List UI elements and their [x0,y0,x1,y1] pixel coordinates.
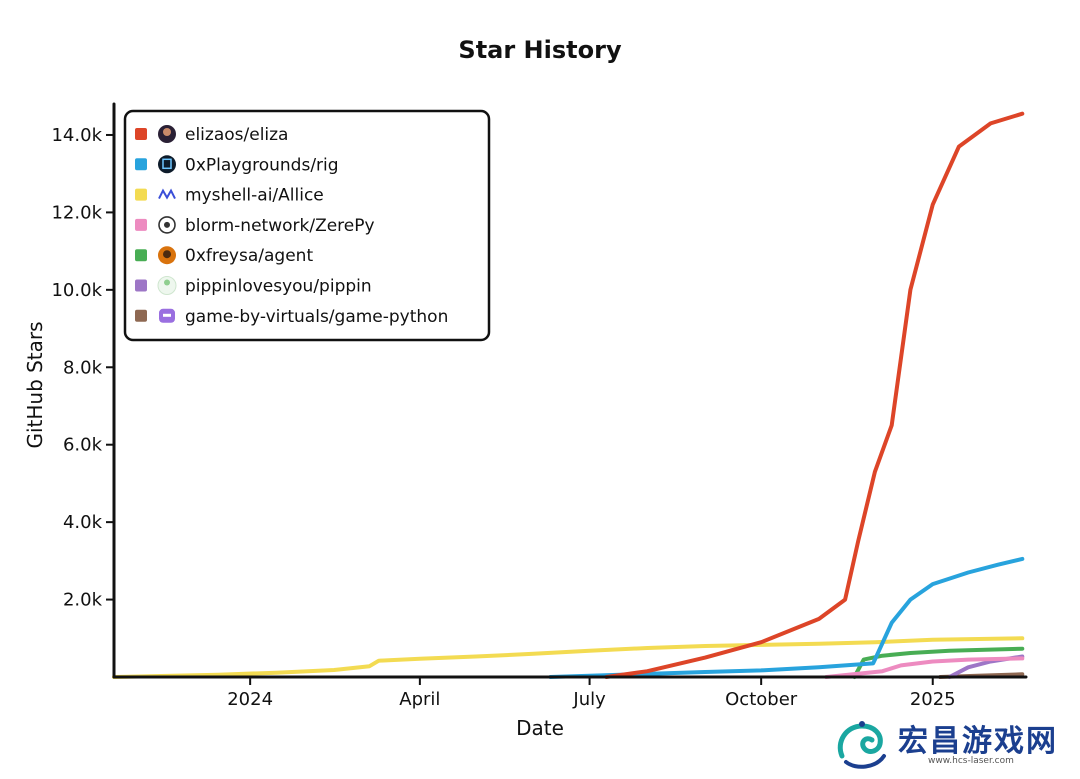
y-tick-label: 14.0k [51,125,102,146]
legend-swatch [135,128,147,140]
legend: elizaos/eliza 0xPlaygrounds/rig myshell-ai… [123,109,491,342]
zerepy-logo-icon [158,216,176,234]
legend-label: pippinlovesyou/pippin [185,277,372,297]
legend-swatch [135,218,147,231]
legend-label: myshell-ai/Allice [185,186,324,206]
watermark: 宏昌游戏网 www.hcs-laser.com [832,712,1072,774]
myshell-logo-icon [158,188,176,200]
x-tick-label: 2024 [227,689,273,710]
legend-item: 0xfreysa/agent [135,246,313,266]
eliza-avatar-face [163,128,171,136]
legend-item: myshell-ai/Allice [135,186,324,206]
rig-logo-icon [158,155,176,174]
legend-label: elizaos/eliza [185,125,288,145]
legend-label: blorm-network/ZerePy [185,216,375,236]
x-tick-label: April [399,689,440,710]
pippin-logo-mark [164,279,170,286]
legend-label: 0xPlaygrounds/rig [185,155,339,175]
series-line-blorm-network-zerepy [824,656,1025,679]
x-axis-label: Date [516,716,564,740]
dragon-logo-icon [837,721,886,769]
x-tick-group: 2024 April July October 2025 [227,677,956,710]
x-tick-label: 2025 [910,689,956,710]
game-python-logo-mark [163,313,171,317]
legend-label: 0xfreysa/agent [185,246,313,266]
legend-swatch [135,188,147,201]
legend-item: blorm-network/ZerePy [135,216,375,236]
chart-title: Star History [458,36,622,64]
y-tick-label: 8.0k [63,357,103,378]
y-tick-label: 10.0k [51,280,102,301]
rig-logo-mark [162,158,172,170]
legend-item: pippinlovesyou/pippin [135,276,372,297]
legend-swatch [135,249,147,262]
series-layer [112,111,1025,679]
y-tick-label: 4.0k [63,512,103,533]
zerepy-logo-core [164,221,170,228]
x-tick-label: July [572,689,606,710]
legend-item: elizaos/eliza [135,125,288,145]
legend-swatch [135,309,147,322]
freysa-avatar-face [163,250,171,259]
series-line-myshell-ai-allice [112,636,1025,679]
y-tick-label: 6.0k [63,435,103,456]
watermark-url: www.hcs-laser.com [928,756,1014,766]
legend-swatch [135,158,147,171]
y-axis-label: GitHub Stars [23,321,47,448]
x-tick-label: October [725,689,798,710]
series-line-0xplaygrounds-rig [548,556,1025,679]
watermark-text: 宏昌游戏网 [898,724,1058,759]
legend-item: game-by-virtuals/game-python [135,307,448,327]
y-tick-label: 12.0k [51,202,102,223]
y-tick-label: 2.0k [63,590,103,611]
y-tick-group: 2.0k 4.0k 6.0k 8.0k 10.0k 12.0k 14.0k [51,125,114,611]
legend-swatch [135,279,147,292]
legend-item: 0xPlaygrounds/rig [135,155,339,175]
series-line-elizaos-eliza [604,111,1025,679]
legend-box [123,109,491,342]
legend-label: game-by-virtuals/game-python [185,307,448,327]
